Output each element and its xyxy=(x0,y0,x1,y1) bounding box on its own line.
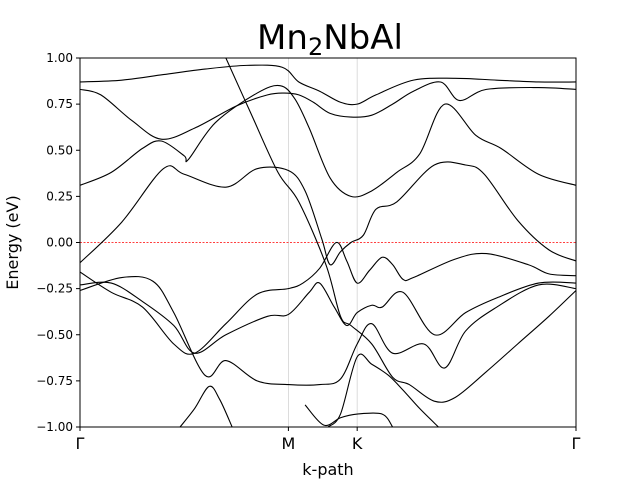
kpoint-label: K xyxy=(352,434,363,453)
band-line-9 xyxy=(179,385,233,427)
y-axis-title: Energy (eV) xyxy=(3,195,22,289)
band-line-7 xyxy=(80,281,576,354)
band-line-5 xyxy=(80,241,576,355)
kpoint-label: Γ xyxy=(572,434,581,453)
bands-group xyxy=(80,58,576,427)
title-suffix-text: NbAl xyxy=(323,18,403,58)
title-subscript-text: 2 xyxy=(308,33,323,61)
y-axis-ticks: 1.00 0.75 0.50 0.25 0.00 −0.25 −0.50 −0.75 −1.00 xyxy=(36,51,80,434)
y-tick-label: 1.00 xyxy=(46,51,73,65)
y-tick-label: 0.25 xyxy=(46,189,73,203)
y-tick-label: −0.25 xyxy=(36,282,73,296)
y-tick-label: 0.00 xyxy=(46,236,73,250)
kpoint-label: Γ xyxy=(76,434,85,453)
band-line-6 xyxy=(80,275,576,386)
band-line-4 xyxy=(80,161,576,266)
kpoint-label: M xyxy=(281,434,295,453)
band-line-8 xyxy=(225,58,576,403)
band-line-1 xyxy=(80,64,576,106)
title-main-text: Mn xyxy=(257,18,308,58)
band-line-2 xyxy=(80,81,576,140)
x-axis-title: k-path xyxy=(302,460,353,479)
y-tick-label: 0.75 xyxy=(46,97,73,111)
y-tick-label: −0.75 xyxy=(36,374,73,388)
y-tick-label: −1.00 xyxy=(36,420,73,434)
y-tick-label: 0.50 xyxy=(46,143,73,157)
band-line-11 xyxy=(304,404,394,427)
band-line-3 xyxy=(80,84,576,198)
chart-title: Mn2NbAl xyxy=(257,18,403,61)
band-line-10 xyxy=(327,353,439,427)
y-tick-label: −0.50 xyxy=(36,328,73,342)
